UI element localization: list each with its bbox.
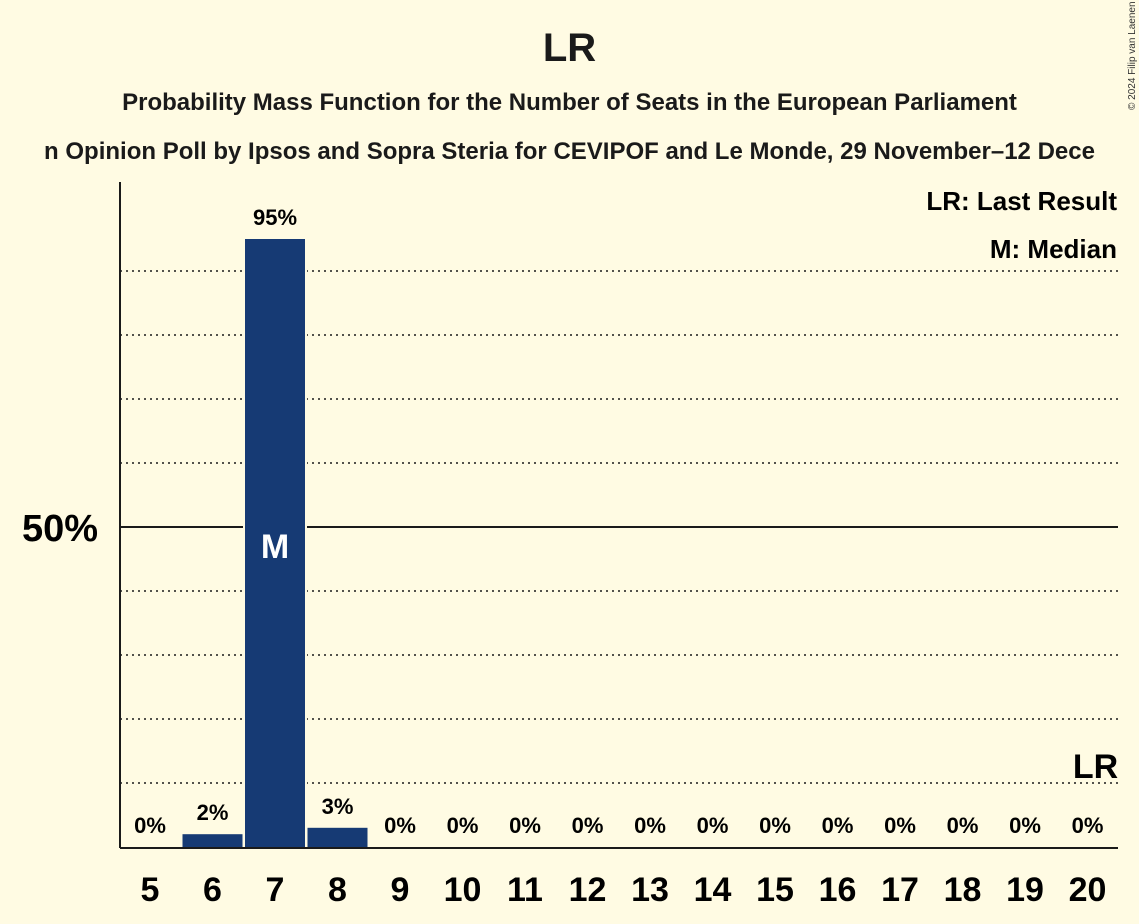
chart-subtitle: Probability Mass Function for the Number… bbox=[122, 89, 1017, 116]
value-label: 0% bbox=[947, 813, 979, 838]
x-tick-label: 9 bbox=[391, 871, 410, 909]
value-label: 0% bbox=[572, 813, 604, 838]
legend-median: M: Median bbox=[990, 234, 1117, 264]
last-result-marker: LR bbox=[1073, 748, 1118, 786]
bars bbox=[180, 237, 370, 847]
x-tick-labels: 5 6 7 8 9 10 11 12 13 14 15 16 17 18 19 20 bbox=[141, 871, 1107, 909]
value-label: 0% bbox=[822, 813, 854, 838]
x-tick-label: 18 bbox=[944, 871, 982, 909]
x-tick-label: 17 bbox=[881, 871, 919, 909]
x-tick-label: 13 bbox=[631, 871, 669, 909]
bar bbox=[245, 239, 305, 847]
value-label: 3% bbox=[322, 794, 354, 819]
value-label: 0% bbox=[697, 813, 729, 838]
bar bbox=[307, 827, 368, 847]
value-label: 0% bbox=[1072, 813, 1104, 838]
value-labels: 0% 2% 95% M 3% 0% 0% 0% 0% 0% 0% 0% 0% 0% 0% 0% 0% LR bbox=[134, 205, 1118, 838]
x-tick-label: 6 bbox=[203, 871, 222, 909]
value-label: 0% bbox=[884, 813, 916, 838]
gridlines: 50% bbox=[22, 270, 1118, 784]
value-label: 0% bbox=[634, 813, 666, 838]
value-label: 0% bbox=[759, 813, 791, 838]
value-label: 2% bbox=[197, 800, 229, 825]
legend-last-result: LR: Last Result bbox=[926, 186, 1117, 216]
median-marker: M bbox=[261, 528, 289, 566]
chart-title: LR bbox=[542, 26, 597, 70]
bar bbox=[182, 834, 243, 847]
x-tick-label: 19 bbox=[1006, 871, 1044, 909]
value-label: 0% bbox=[447, 813, 479, 838]
x-tick-label: 15 bbox=[756, 871, 794, 909]
value-label: 0% bbox=[1009, 813, 1041, 838]
x-tick-label: 11 bbox=[507, 871, 543, 909]
value-label: 0% bbox=[509, 813, 541, 838]
value-label: 95% bbox=[253, 205, 297, 230]
chart-source-line: n Opinion Poll by Ipsos and Sopra Steria… bbox=[44, 138, 1095, 165]
x-tick-label: 12 bbox=[569, 871, 607, 909]
x-tick-label: 10 bbox=[444, 871, 482, 909]
value-label: 0% bbox=[384, 813, 416, 838]
y-tick-label: 50% bbox=[22, 508, 98, 550]
value-label: 0% bbox=[134, 813, 166, 838]
x-tick-label: 7 bbox=[266, 871, 285, 909]
x-tick-label: 5 bbox=[141, 871, 160, 909]
x-tick-label: 8 bbox=[328, 871, 347, 909]
axes bbox=[119, 182, 1118, 849]
x-tick-label: 14 bbox=[694, 871, 732, 909]
x-tick-label: 16 bbox=[819, 871, 857, 909]
x-tick-label: 20 bbox=[1069, 871, 1107, 909]
